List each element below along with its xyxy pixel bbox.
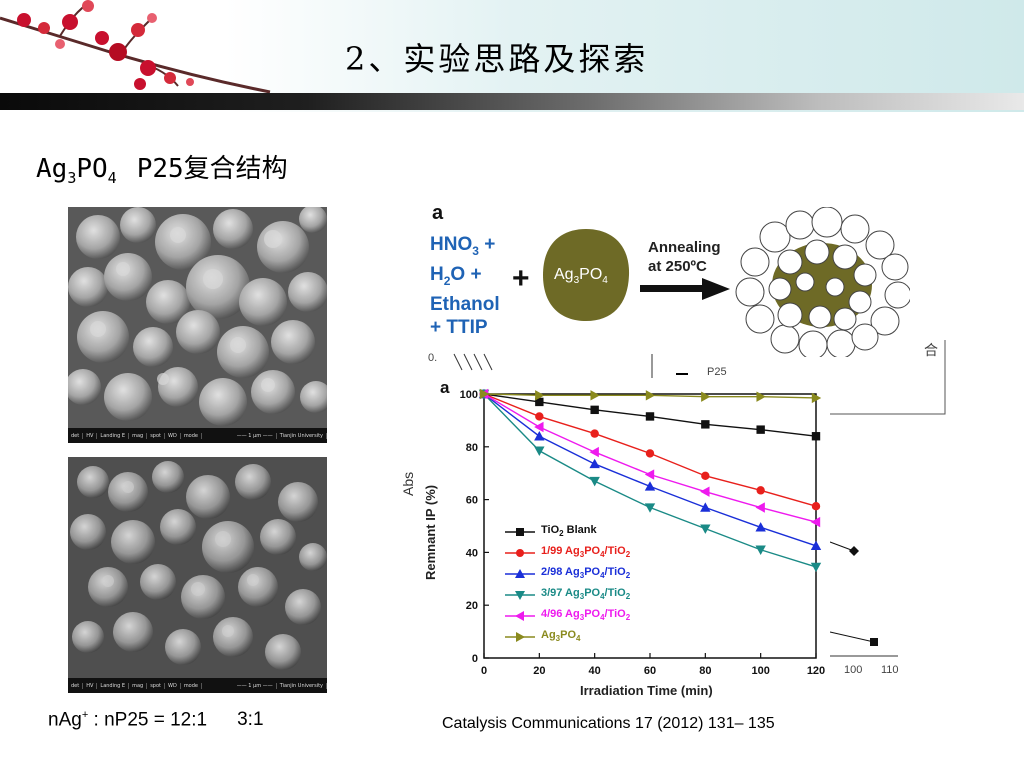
data-point — [701, 391, 711, 402]
section-subtitle: Ag3PO4 P25复合结构 — [36, 154, 288, 188]
y-tick-label: 0 — [472, 653, 478, 665]
legend-item: TiO2 Blank — [505, 521, 630, 542]
data-point — [755, 545, 766, 555]
slide-header: 2、实验思路及探索 — [0, 0, 1024, 112]
data-point — [755, 522, 766, 532]
data-point — [590, 405, 599, 415]
y-tick-label: 60 — [466, 495, 478, 507]
data-point — [534, 446, 545, 456]
legend-item: 3/97 Ag3PO4/TiO2 — [505, 584, 630, 605]
legend-swatch — [505, 590, 535, 600]
data-point — [811, 392, 822, 404]
data-point — [535, 390, 545, 401]
data-point — [645, 412, 655, 421]
sem-micrograph-top — [68, 207, 327, 428]
plum-blossom-decoration — [0, 0, 271, 94]
legend-label: TiO2 Blank — [541, 524, 597, 539]
data-point — [590, 429, 599, 438]
legend-swatch — [505, 548, 535, 557]
data-point — [589, 476, 600, 487]
legend-label: 1/99 Ag3PO4/TiO2 — [541, 545, 631, 560]
y-axis-title: Remnant IP (%) — [423, 484, 438, 580]
data-point — [810, 562, 822, 573]
citation: Catalysis Communications 17 (2012) 131– … — [442, 715, 775, 732]
data-point — [756, 425, 765, 434]
remnant-ip-chart: 0 20 40 60 80 100 120 0 20 40 60 80 100 — [420, 378, 830, 700]
x-tick-label: 80 — [699, 665, 711, 677]
composite-particle-cluster — [735, 207, 910, 357]
x-tick-label: 0 — [481, 665, 487, 677]
legend-swatch — [505, 610, 535, 621]
data-point — [590, 390, 600, 401]
data-point — [589, 458, 600, 469]
data-point — [700, 502, 711, 512]
x-tick-label: 100 — [751, 665, 769, 677]
y-tick-label: 100 — [460, 389, 478, 401]
y-tick-label: 40 — [466, 547, 478, 559]
data-point — [701, 420, 710, 429]
legend-label: 2/98 Ag3PO4/TiO2 — [541, 566, 631, 581]
chart-panel-label: a — [440, 378, 450, 397]
data-point — [479, 388, 490, 400]
data-point — [589, 446, 599, 458]
data-point — [756, 486, 765, 495]
legend-label: Ag3PO4 — [541, 629, 581, 644]
data-point — [810, 516, 821, 528]
chart-legend: TiO2 Blank 1/99 Ag3PO4/TiO2 2/98 Ag3PO4/Ti… — [505, 521, 630, 647]
data-point — [535, 397, 544, 407]
y-tick-label: 20 — [466, 600, 478, 612]
scheme-plus-sign: + — [512, 262, 530, 295]
legend-swatch — [505, 631, 535, 642]
data-point — [535, 412, 544, 421]
legend-item: 2/98 Ag3PO4/TiO2 — [505, 563, 630, 584]
data-point — [644, 481, 656, 491]
legend-item: Ag3PO4 — [505, 626, 630, 647]
background-abs-label: Abs — [400, 471, 416, 496]
molar-ratio-caption: nAg+ : nP25 = 12:1 3:1 — [48, 709, 264, 731]
legend-label: 3/97 Ag3PO4/TiO2 — [541, 587, 631, 602]
data-point — [700, 486, 710, 497]
data-point — [534, 421, 544, 433]
x-tick-label: 20 — [533, 665, 545, 677]
arrow-right-icon — [640, 278, 730, 300]
scheme-panel-label: a — [432, 202, 444, 224]
legend-swatch — [505, 568, 535, 578]
data-point — [645, 449, 655, 458]
x-tick-label: 60 — [644, 665, 656, 677]
sem-micrograph-bottom — [68, 457, 327, 678]
data-point — [756, 391, 766, 402]
data-point — [644, 503, 656, 513]
data-point — [701, 471, 710, 481]
annealing-label: Annealing at 250ºC — [648, 239, 721, 275]
page-title: 2、实验思路及探索 — [345, 40, 649, 78]
data-point — [811, 502, 821, 511]
data-point — [810, 540, 822, 550]
ag3po4-particle — [543, 229, 630, 321]
y-tick-label: 80 — [466, 442, 478, 454]
chart-canvas: 0 20 40 60 80 100 120 0 20 40 60 80 100 — [460, 388, 825, 677]
data-point — [755, 502, 765, 513]
legend-label: 4/96 Ag3PO4/TiO2 — [541, 608, 631, 623]
legend-item: 4/96 Ag3PO4/TiO2 — [505, 605, 630, 626]
scheme-reagents: HNO3 + H2O + Ethanol + TTIP — [430, 234, 500, 338]
data-point — [644, 469, 655, 480]
data-point — [534, 431, 545, 441]
legend-item: 1/99 Ag3PO4/TiO2 — [505, 542, 630, 563]
data-point — [645, 390, 656, 401]
data-point — [700, 524, 711, 534]
x-tick-label: 120 — [807, 665, 825, 677]
legend-swatch — [505, 527, 535, 536]
x-axis-title: Irradiation Time (min) — [580, 683, 713, 698]
data-point — [811, 432, 821, 441]
header-divider-bar — [0, 93, 1024, 110]
x-tick-label: 40 — [589, 665, 601, 677]
ag3po4-label: Ag3PO4 — [554, 266, 608, 287]
